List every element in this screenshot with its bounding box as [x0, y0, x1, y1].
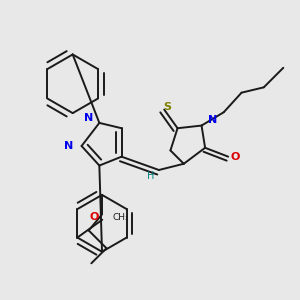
- Text: N: N: [208, 115, 217, 125]
- Text: N: N: [84, 112, 93, 123]
- Text: O: O: [230, 152, 240, 162]
- Text: S: S: [163, 102, 171, 112]
- Text: H: H: [147, 171, 155, 181]
- Text: O: O: [89, 212, 99, 222]
- Text: CH₃: CH₃: [113, 213, 130, 222]
- Text: N: N: [64, 141, 73, 151]
